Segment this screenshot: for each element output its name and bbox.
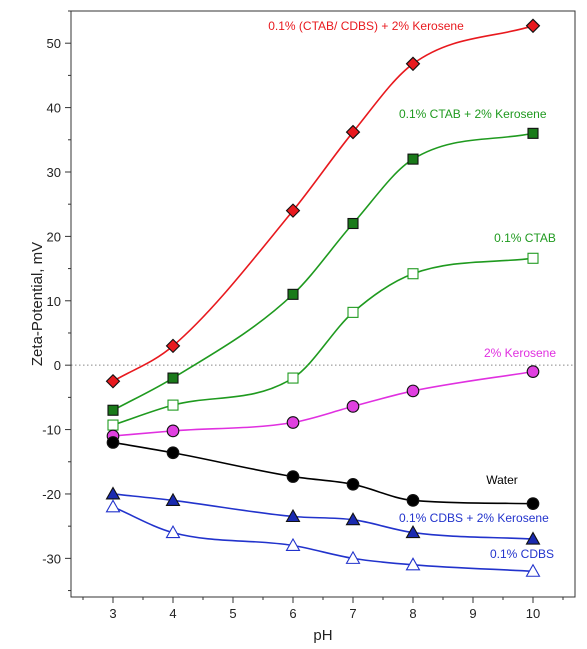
series-label: 0.1% CTAB	[494, 231, 556, 245]
plot-frame	[70, 10, 576, 598]
x-axis: 3 4 5 6 7 8 9 10	[82, 597, 564, 621]
data-point-marker	[407, 153, 419, 165]
y-tick-label: 10	[47, 294, 61, 309]
x-tick-label: 4	[169, 606, 176, 621]
series-label: Water	[486, 473, 518, 487]
data-point-marker	[165, 524, 181, 539]
data-point-marker	[346, 400, 360, 413]
y-tick-label: -10	[42, 423, 61, 438]
series-label: 2% Kerosene	[484, 346, 556, 360]
data-point-marker	[105, 499, 121, 513]
data-point-marker	[345, 512, 361, 526]
data-point-marker	[107, 404, 119, 416]
data-point-marker	[347, 217, 359, 230]
data-point-marker	[405, 524, 421, 539]
data-point-marker	[346, 477, 360, 491]
data-point-marker	[525, 531, 541, 545]
x-tick-label: 5	[229, 606, 236, 621]
x-tick-label: 3	[109, 606, 116, 621]
data-point-marker	[285, 203, 301, 218]
series-labels: 0.1% (CTAB/ CDBS) + 2% Kerosene 0.1% CTAB…	[268, 19, 556, 561]
data-point-marker	[166, 446, 180, 460]
y-tick-label: 50	[47, 36, 61, 51]
x-tick-label: 9	[469, 606, 476, 621]
data-point-marker	[167, 372, 179, 384]
y-tick-label: -30	[42, 551, 61, 566]
y-tick-label: -20	[42, 487, 61, 502]
x-tick-label: 6	[289, 606, 296, 621]
data-point-marker	[526, 497, 540, 510]
series-label: 0.1% CDBS + 2% Kerosene	[399, 511, 549, 525]
data-point-marker	[525, 563, 541, 577]
data-point-marker	[105, 373, 121, 389]
data-point-marker	[165, 492, 181, 506]
data-point-marker	[405, 56, 421, 72]
data-point-marker	[345, 550, 361, 564]
x-tick-label: 8	[409, 606, 416, 621]
y-axis: -30 -20 -10 0 10 20 30 40 50	[42, 10, 71, 592]
data-point-marker	[526, 365, 540, 378]
y-tick-label: 0	[54, 358, 61, 373]
data-point-marker	[105, 486, 121, 500]
data-point-marker	[166, 424, 180, 438]
data-point-marker	[406, 384, 420, 398]
data-point-marker	[287, 288, 299, 300]
data-point-marker	[527, 252, 539, 264]
marker-layer	[105, 18, 541, 577]
data-point-marker	[285, 508, 301, 523]
data-point-marker	[167, 399, 179, 411]
data-point-marker	[285, 537, 301, 552]
data-point-marker	[407, 268, 419, 280]
x-tick-label: 7	[349, 606, 356, 621]
y-tick-label: 20	[47, 229, 61, 244]
series-line	[112, 25, 534, 382]
data-point-marker	[525, 18, 541, 34]
data-point-marker	[406, 494, 420, 507]
series-label: 0.1% CTAB + 2% Kerosene	[399, 107, 547, 121]
y-axis-title: Zeta-Potential, mV	[29, 242, 46, 366]
data-point-marker	[287, 372, 299, 384]
data-point-marker	[345, 124, 361, 140]
y-tick-label: 40	[47, 101, 61, 116]
x-axis-title: pH	[313, 627, 332, 644]
data-point-marker	[107, 419, 119, 431]
data-point-marker	[165, 338, 181, 354]
data-point-marker	[106, 436, 120, 449]
series-label: 0.1% (CTAB/ CDBS) + 2% Kerosene	[268, 19, 464, 33]
x-tick-label: 10	[526, 606, 540, 621]
y-tick-label: 30	[47, 165, 61, 180]
series-label: 0.1% CDBS	[490, 547, 554, 561]
series-line	[112, 132, 534, 411]
data-point-marker	[405, 557, 421, 571]
data-point-marker	[286, 470, 300, 483]
data-point-marker	[286, 416, 300, 429]
data-point-marker	[347, 306, 359, 318]
data-point-marker	[527, 127, 539, 139]
